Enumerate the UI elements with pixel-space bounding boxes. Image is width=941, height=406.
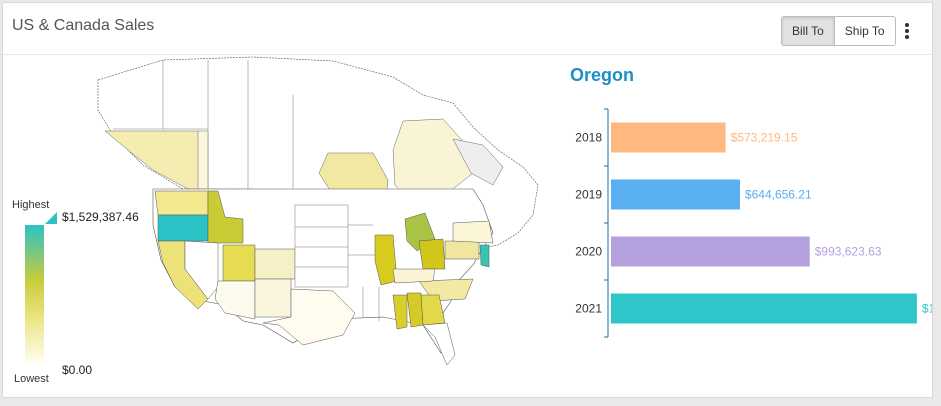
map-region-oregon xyxy=(157,214,209,242)
map-region-ohio xyxy=(418,238,446,270)
legend-marker-icon xyxy=(45,212,57,224)
map-region-florida xyxy=(422,322,456,366)
bar-value-label: $1,529,387.46 xyxy=(922,302,932,316)
bar-category-label: 2020 xyxy=(575,245,602,259)
card-header: US & Canada Sales Bill To Ship To xyxy=(3,3,932,55)
map-region-new-york xyxy=(452,220,494,244)
bar-2020[interactable] xyxy=(611,236,810,267)
card-title: US & Canada Sales xyxy=(12,17,155,34)
map-region-nevada xyxy=(184,240,219,300)
map-region-alberta xyxy=(197,130,209,190)
ship-to-button[interactable]: Ship To xyxy=(833,17,895,45)
map-region-illinois xyxy=(374,234,398,286)
map-region-new-mexico xyxy=(254,278,292,318)
map-region-kentucky xyxy=(392,268,436,284)
legend-low-label: Lowest xyxy=(14,373,49,385)
map-region-utah xyxy=(222,244,256,282)
bar-2021[interactable] xyxy=(611,293,917,324)
legend-max-value: $1,529,387.46 xyxy=(62,210,139,224)
map-region-new-jersey xyxy=(479,244,490,268)
map-region-mississippi xyxy=(392,294,408,330)
bar-value-label: $644,656.21 xyxy=(745,188,812,202)
bar-value-label: $573,219.15 xyxy=(731,131,798,145)
bar-category-label: 2021 xyxy=(575,302,602,316)
legend-high-label: Highest xyxy=(12,199,50,211)
bar-chart-title: Oregon xyxy=(570,65,635,85)
bar-2018[interactable] xyxy=(611,122,726,153)
bill-ship-toggle[interactable]: Bill To Ship To xyxy=(781,16,896,46)
map-region-arizona xyxy=(214,280,256,320)
bar-chart: 2018 $573,219.15 2019 $644,656.21 2020 $993,6… xyxy=(575,108,932,338)
bar-category-label: 2018 xyxy=(575,131,602,145)
map-region-washington xyxy=(154,190,209,216)
sales-map xyxy=(97,56,539,366)
kebab-menu-icon[interactable] xyxy=(901,21,913,41)
map-region-british-columbia xyxy=(104,130,209,190)
map-region-labrador xyxy=(452,138,504,186)
map-region-midwest xyxy=(294,204,349,288)
legend-gradient-bar xyxy=(25,225,44,363)
bar-2019[interactable] xyxy=(611,179,740,210)
map-region-texas xyxy=(262,288,356,346)
sales-card: US & Canada Sales Bill To Ship To xyxy=(2,2,933,398)
bar-category-label: 2019 xyxy=(575,188,602,202)
bar-value-label: $993,623.63 xyxy=(815,245,882,259)
map-region-pennsylvania xyxy=(444,240,480,260)
map-region-colorado xyxy=(254,248,296,280)
bill-to-button[interactable]: Bill To xyxy=(782,17,834,45)
legend-min-value: $0.00 xyxy=(62,363,93,377)
